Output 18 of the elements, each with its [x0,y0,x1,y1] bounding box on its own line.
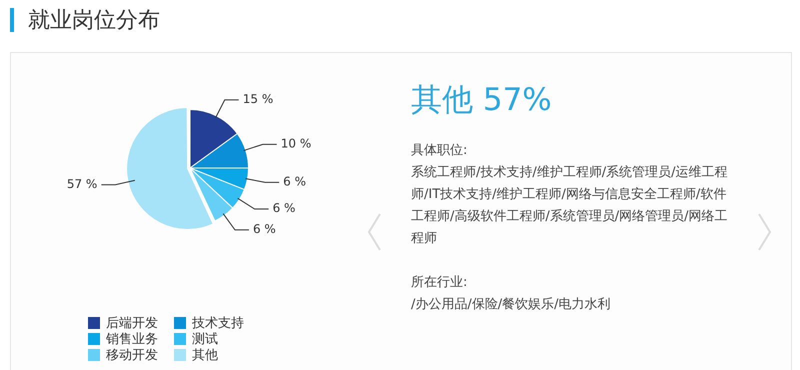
data-label: 10 % [280,136,312,150]
data-label: 6 % [252,222,276,236]
legend-label: 后端开发 [106,315,158,332]
legend-label: 移动开发 [106,347,158,364]
text: 具体职位: [411,142,468,160]
data-label: 15 % [242,92,274,106]
text: 系统工程师/技术支持/维护工程师/系统管理员/运维工程师/IT技术支持/维护工程师/网络与信息安全工程师/软件工程师/高级软件工程师/系统管理员/网络管理员/网络工程师 [411,164,729,248]
legend-label: 技术支持 [192,315,244,332]
data-label: 6 % [272,201,296,216]
chart-title: 就业岗位分布 [28,7,160,35]
legend-label: 其他 [192,347,218,364]
text: /办公用品/保险/餐饮娱乐/电力水利 [411,296,612,314]
text: 所在行业: [411,274,468,292]
legend-label: 测试 [192,331,218,348]
data-label: 57 % [66,176,98,191]
text: 其他 57% [411,81,553,120]
data-label: 6 % [283,174,306,188]
legend-label: 销售业务 [106,331,158,348]
